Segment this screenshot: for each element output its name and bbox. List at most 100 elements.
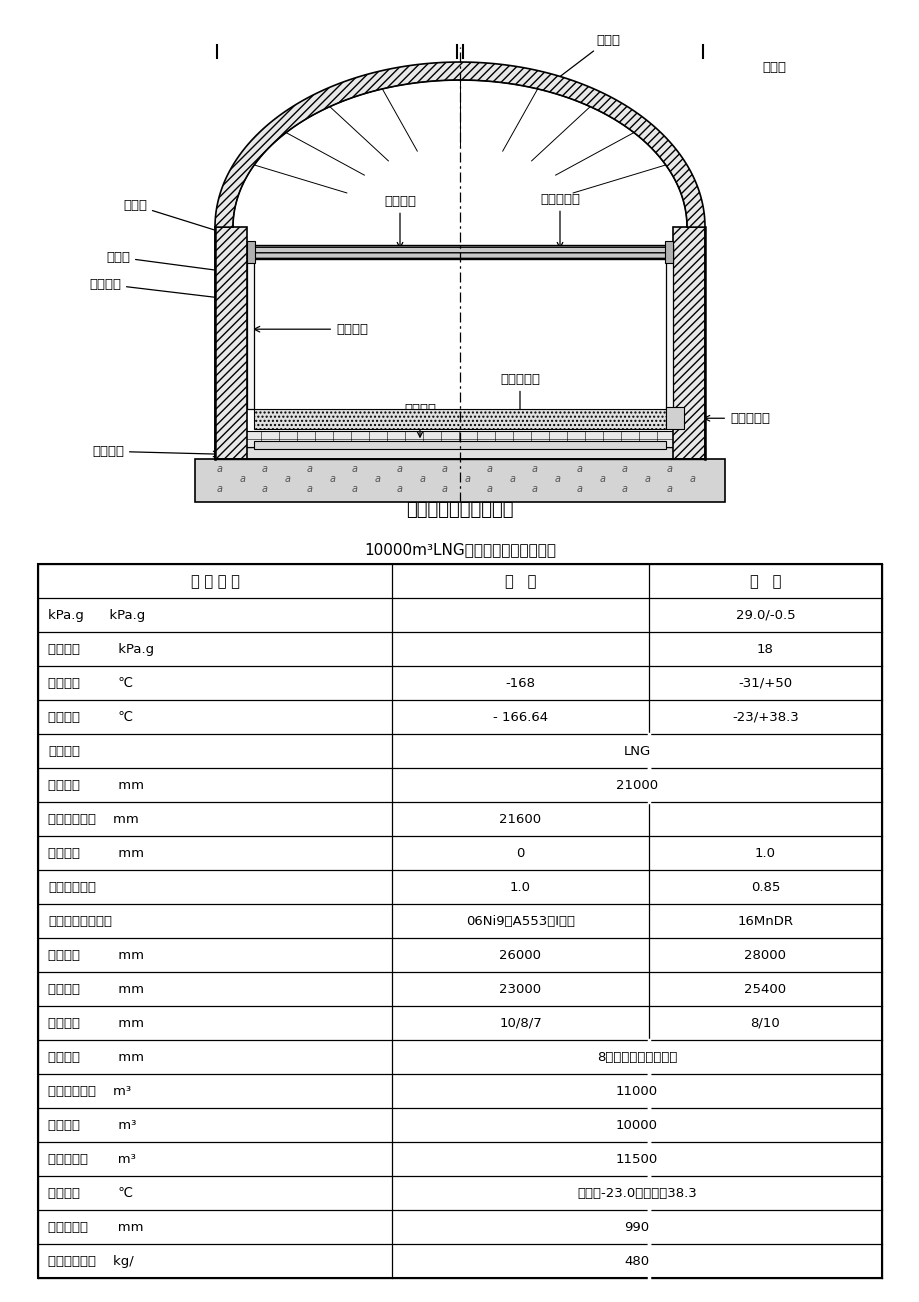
Polygon shape (215, 62, 704, 227)
Text: a: a (621, 484, 628, 495)
Bar (673, 227, 704, 460)
Text: a: a (441, 465, 448, 474)
Text: a: a (554, 474, 561, 484)
Text: 主要受压元件材料: 主要受压元件材料 (48, 914, 112, 927)
Text: a: a (420, 474, 425, 484)
Text: 25400: 25400 (743, 983, 786, 996)
Text: 公称液体容积    m³: 公称液体容积 m³ (48, 1085, 131, 1098)
Text: 8（吊顶甲板、铝板）: 8（吊顶甲板、铝板） (596, 1051, 676, 1064)
Text: 工作压力         kPa.g: 工作压力 kPa.g (48, 643, 154, 656)
Text: 悬浮吊顶: 悬浮吊顶 (383, 194, 415, 247)
Text: 内罐壁板: 内罐壁板 (254, 323, 368, 336)
Text: a: a (666, 484, 673, 495)
Text: a: a (375, 474, 380, 484)
Text: 480: 480 (624, 1255, 649, 1268)
Text: 23000: 23000 (499, 983, 541, 996)
Text: 16MnDR: 16MnDR (737, 914, 792, 927)
Text: 18: 18 (756, 643, 773, 656)
Text: a: a (531, 484, 538, 495)
Text: 顶部厚度         mm: 顶部厚度 mm (48, 1051, 144, 1064)
Text: a: a (307, 465, 312, 474)
Text: 26000: 26000 (499, 949, 541, 962)
Text: 21000: 21000 (615, 779, 657, 792)
Text: a: a (464, 474, 471, 484)
Text: 底部保冷层: 底部保冷层 (499, 372, 539, 415)
Text: 筒体高度         mm: 筒体高度 mm (48, 983, 144, 996)
Text: a: a (441, 484, 448, 495)
Text: 工作容积         m³: 工作容积 m³ (48, 1118, 136, 1131)
Text: 21600: 21600 (499, 812, 541, 825)
Text: 填充层: 填充层 (106, 251, 227, 273)
Text: 0.85: 0.85 (750, 880, 779, 893)
Text: 0: 0 (516, 846, 524, 859)
Text: 设计介质密度    kg/: 设计介质密度 kg/ (48, 1255, 133, 1268)
Text: a: a (486, 465, 493, 474)
Text: a: a (330, 474, 335, 484)
Text: 内罐支撑圈: 内罐支撑圈 (703, 411, 769, 424)
Bar (215, 227, 246, 460)
Text: -31/+50: -31/+50 (738, 677, 791, 690)
Text: -168: -168 (505, 677, 535, 690)
Text: 外罐底板: 外罐底板 (92, 445, 219, 458)
Text: a: a (666, 465, 673, 474)
Text: 筒体厚度         mm: 筒体厚度 mm (48, 1017, 144, 1030)
Text: a: a (352, 484, 357, 495)
Text: - 166.64: - 166.64 (493, 711, 548, 724)
Text: 29.0/-0.5: 29.0/-0.5 (735, 609, 794, 622)
Text: a: a (217, 465, 222, 474)
Text: 工作液位         mm: 工作液位 mm (48, 779, 144, 792)
Text: 环境温度         ℃: 环境温度 ℃ (48, 1186, 133, 1199)
Text: 06Ni9（A553，Ⅰ型）: 06Ni9（A553，Ⅰ型） (466, 914, 574, 927)
Text: 1.0: 1.0 (754, 846, 775, 859)
Text: 液体总容积       m³: 液体总容积 m³ (48, 1152, 136, 1165)
Text: 8/10: 8/10 (750, 1017, 779, 1030)
Text: a: a (509, 474, 516, 484)
Text: 10000m³LNG罐的基本参数见下表：: 10000m³LNG罐的基本参数见下表： (364, 543, 555, 557)
Text: 外   罐: 外 罐 (749, 574, 780, 589)
Bar (665, 408, 683, 430)
Text: 腐蚀裕量         mm: 腐蚀裕量 mm (48, 846, 144, 859)
Text: a: a (576, 465, 583, 474)
Bar (254, 441, 665, 449)
Text: 设计温度         ℃: 设计温度 ℃ (48, 677, 133, 690)
Text: 低温罐结构形式示意图: 低温罐结构形式示意图 (406, 501, 513, 519)
Bar (246, 245, 673, 259)
Text: 外罐壁板: 外罐壁板 (89, 277, 227, 301)
Text: 1.0: 1.0 (509, 880, 530, 893)
Text: a: a (307, 484, 312, 495)
Text: 最高设计液位    mm: 最高设计液位 mm (48, 812, 139, 825)
Text: 弹性层: 弹性层 (123, 199, 227, 234)
Text: 顶部保冷层: 顶部保冷层 (539, 193, 579, 247)
Text: 11500: 11500 (615, 1152, 657, 1165)
Text: a: a (262, 484, 267, 495)
Bar (254, 409, 665, 430)
Text: a: a (352, 465, 357, 474)
Text: a: a (576, 484, 583, 495)
Text: a: a (621, 465, 628, 474)
Text: 990: 990 (624, 1220, 649, 1233)
Text: 10000: 10000 (616, 1118, 657, 1131)
Text: a: a (531, 465, 538, 474)
Bar (665, 259, 673, 409)
Text: 11000: 11000 (615, 1085, 657, 1098)
Text: 公称直径         mm: 公称直径 mm (48, 949, 144, 962)
Text: a: a (285, 474, 290, 484)
Text: a: a (689, 474, 696, 484)
Text: a: a (599, 474, 606, 484)
Text: 对接接头系数: 对接接头系数 (48, 880, 96, 893)
Bar (246, 259, 254, 409)
Text: -23/+38.3: -23/+38.3 (732, 711, 798, 724)
Bar (215, 448, 704, 460)
Text: 10/8/7: 10/8/7 (499, 1017, 541, 1030)
Text: a: a (644, 474, 651, 484)
Bar (215, 431, 704, 448)
Text: a: a (217, 484, 222, 495)
Text: a: a (397, 484, 403, 495)
Bar (664, 241, 673, 263)
Text: 最低：-23.0；最高：38.3: 最低：-23.0；最高：38.3 (576, 1186, 696, 1199)
Text: 拱顶板: 拱顶板 (543, 34, 619, 90)
Text: 设 计 参 数: 设 计 参 数 (190, 574, 239, 589)
Text: a: a (486, 484, 493, 495)
Bar (246, 241, 255, 263)
Text: 保温层厚度       mm: 保温层厚度 mm (48, 1220, 143, 1233)
